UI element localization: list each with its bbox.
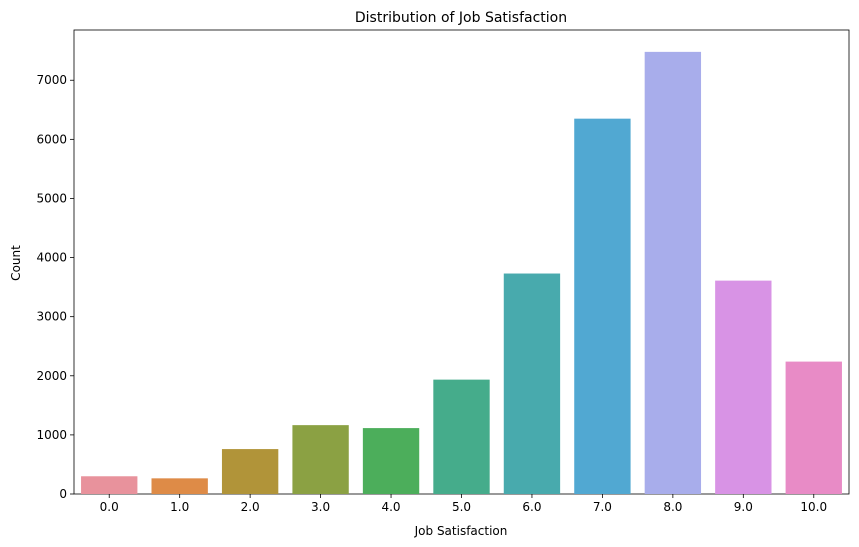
x-tick-label: 4.0 xyxy=(381,500,400,514)
bar-10.0 xyxy=(785,361,842,494)
y-tick-label: 4000 xyxy=(36,251,67,265)
y-tick-label: 1000 xyxy=(36,428,67,442)
bar-2.0 xyxy=(221,449,279,494)
y-tick-label: 0 xyxy=(59,487,67,501)
y-tick-label: 3000 xyxy=(36,310,67,324)
bar-0.0 xyxy=(81,476,138,494)
x-axis-label: Job Satisfaction xyxy=(414,524,508,538)
x-tick-label: 1.0 xyxy=(170,500,189,514)
y-tick-label: 7000 xyxy=(36,73,67,87)
y-axis-label: Count xyxy=(9,245,23,281)
bar-4.0 xyxy=(362,428,420,494)
bar-1.0 xyxy=(151,478,208,494)
bar-7.0 xyxy=(574,118,631,494)
bar-3.0 xyxy=(292,425,349,494)
bar-5.0 xyxy=(433,379,490,494)
bar-6.0 xyxy=(503,273,561,494)
x-tick-label: 0.0 xyxy=(100,500,119,514)
chart-title: Distribution of Job Satisfaction xyxy=(355,10,567,26)
x-tick-label: 7.0 xyxy=(593,500,612,514)
x-tick-label: 2.0 xyxy=(241,500,260,514)
x-tick-label: 5.0 xyxy=(452,500,471,514)
y-axis-ticks: 0 1000 2000 3000 4000 5000 6000 7000 xyxy=(36,73,74,501)
x-tick-label: 3.0 xyxy=(311,500,330,514)
bar-9.0 xyxy=(715,280,772,494)
x-tick-label: 10.0 xyxy=(800,500,827,514)
x-axis-ticks: 0.0 1.0 2.0 3.0 4.0 5.0 6.0 7.0 8.0 9.0 10.0 xyxy=(100,494,827,514)
y-tick-label: 5000 xyxy=(36,191,67,205)
y-tick-label: 6000 xyxy=(36,132,67,146)
x-tick-label: 9.0 xyxy=(734,500,753,514)
x-tick-label: 6.0 xyxy=(522,500,541,514)
y-tick-label: 2000 xyxy=(36,369,67,383)
x-tick-label: 8.0 xyxy=(663,500,682,514)
bar-8.0 xyxy=(644,51,702,495)
bars xyxy=(81,51,842,495)
